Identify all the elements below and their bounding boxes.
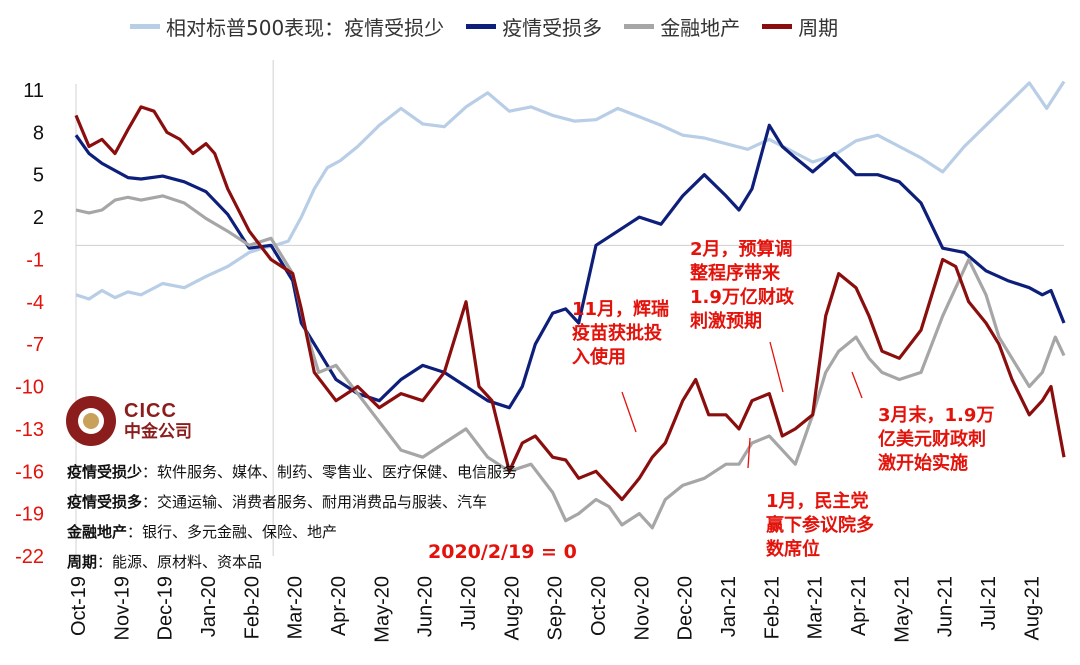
annotation-pfizer: 11月，辉瑞 疫苗获批投 入使用 (572, 299, 670, 368)
baseline-note: 2020/2/19 = 0 (428, 541, 577, 563)
annotation-budget: 2月，预算调 整程序带来 1.9万亿财政 刺激预期 (690, 239, 794, 332)
x-tick-label: Mar-20 (285, 576, 307, 639)
x-tick-label: Apr-20 (328, 576, 350, 636)
x-tick-label: Dec-19 (155, 576, 177, 640)
category-note: 金融地产：银行、多元金融、保险、地产 (67, 523, 338, 541)
y-tick-label: 2 (33, 207, 44, 229)
x-tick-label: Sep-20 (545, 576, 567, 641)
annotation-arrow (747, 437, 751, 469)
annotation-arrow (621, 391, 637, 433)
legend-label: 金融地产 (660, 16, 741, 40)
x-tick-label: Aug-21 (1021, 576, 1043, 641)
annotation-arrow (769, 341, 784, 393)
category-note: 疫情受损少：软件服务、媒体、制药、零售业、医疗保健、电信服务 (67, 463, 518, 481)
category-note: 疫情受损多：交通运输、消费者服务、耐用消费品与服装、汽车 (67, 493, 488, 511)
legend-label: 相对标普500表现：疫情受损少 (166, 16, 445, 40)
x-tick-label: Jun-21 (935, 576, 957, 637)
logo-english: CICC (124, 400, 177, 422)
series-line-financials (75, 194, 1066, 530)
legend-label: 疫情受损多 (502, 16, 603, 40)
y-tick-label: -10 (15, 377, 44, 399)
legend-swatch (624, 24, 655, 29)
x-tick-label: Oct-20 (588, 576, 610, 636)
series-line-less-affected (75, 80, 1066, 301)
annotation-arrow (851, 371, 863, 399)
y-tick-label: -19 (15, 504, 44, 526)
legend-label: 周期 (798, 16, 839, 40)
legend-item-less-affected: 相对标普500表现：疫情受损少 (130, 12, 444, 41)
x-tick-label: Feb-20 (241, 576, 263, 639)
legend: 相对标普500表现：疫情受损少 疫情受损多 金融地产 周期 (130, 12, 860, 41)
y-tick-label: -16 (15, 461, 44, 483)
annotation-stimulus: 3月末，1.9万 亿美元财政刺 激开始实施 (878, 405, 995, 474)
x-tick-label: Jul-21 (978, 576, 1000, 630)
y-tick-label: 11 (23, 80, 44, 102)
x-tick-label: Mar-21 (805, 576, 827, 639)
annotation-senate: 1月，民主党 赢下参议院多 数席位 (766, 491, 874, 560)
x-tick-label: Jan-21 (718, 576, 740, 637)
y-tick-label: -4 (26, 292, 44, 314)
legend-swatch (130, 24, 160, 29)
x-tick-label: Jul-20 (458, 576, 480, 630)
x-tick-label: Feb-21 (761, 576, 783, 639)
x-tick-label: Jan-20 (198, 576, 220, 637)
x-tick-label: Oct-19 (68, 576, 90, 636)
cicc-logo: CICC 中金公司 (66, 396, 192, 446)
y-tick-label: 5 (33, 165, 44, 187)
y-tick-label: -1 (26, 249, 44, 271)
series-line-cyclical (74, 105, 1066, 502)
x-tick-label: Nov-20 (631, 576, 653, 640)
x-tick-label: Dec-20 (675, 576, 697, 640)
legend-item-more-affected: 疫情受损多 (466, 12, 602, 41)
x-tick-label: Aug-20 (501, 576, 523, 641)
y-tick-label: -22 (15, 546, 44, 568)
legend-item-financials: 金融地产 (624, 12, 740, 41)
series-line-more-affected (74, 123, 1066, 410)
x-tick-label: May-20 (371, 576, 393, 643)
y-tick-label: -7 (26, 334, 44, 356)
legend-swatch (762, 24, 793, 29)
category-note: 周期：能源、原材料、资本品 (67, 553, 263, 571)
x-tick-label: Jun-20 (415, 576, 437, 637)
logo-chinese: 中金公司 (124, 422, 192, 442)
cicc-logo-icon (66, 396, 116, 446)
y-tick-label: 8 (33, 122, 44, 144)
legend-item-cyclical: 周期 (762, 12, 838, 41)
x-tick-label: Nov-19 (111, 576, 133, 640)
legend-swatch (466, 24, 497, 29)
y-tick-label: -13 (15, 419, 44, 441)
x-tick-label: Apr-21 (848, 576, 870, 636)
x-tick-label: May-21 (891, 576, 913, 643)
